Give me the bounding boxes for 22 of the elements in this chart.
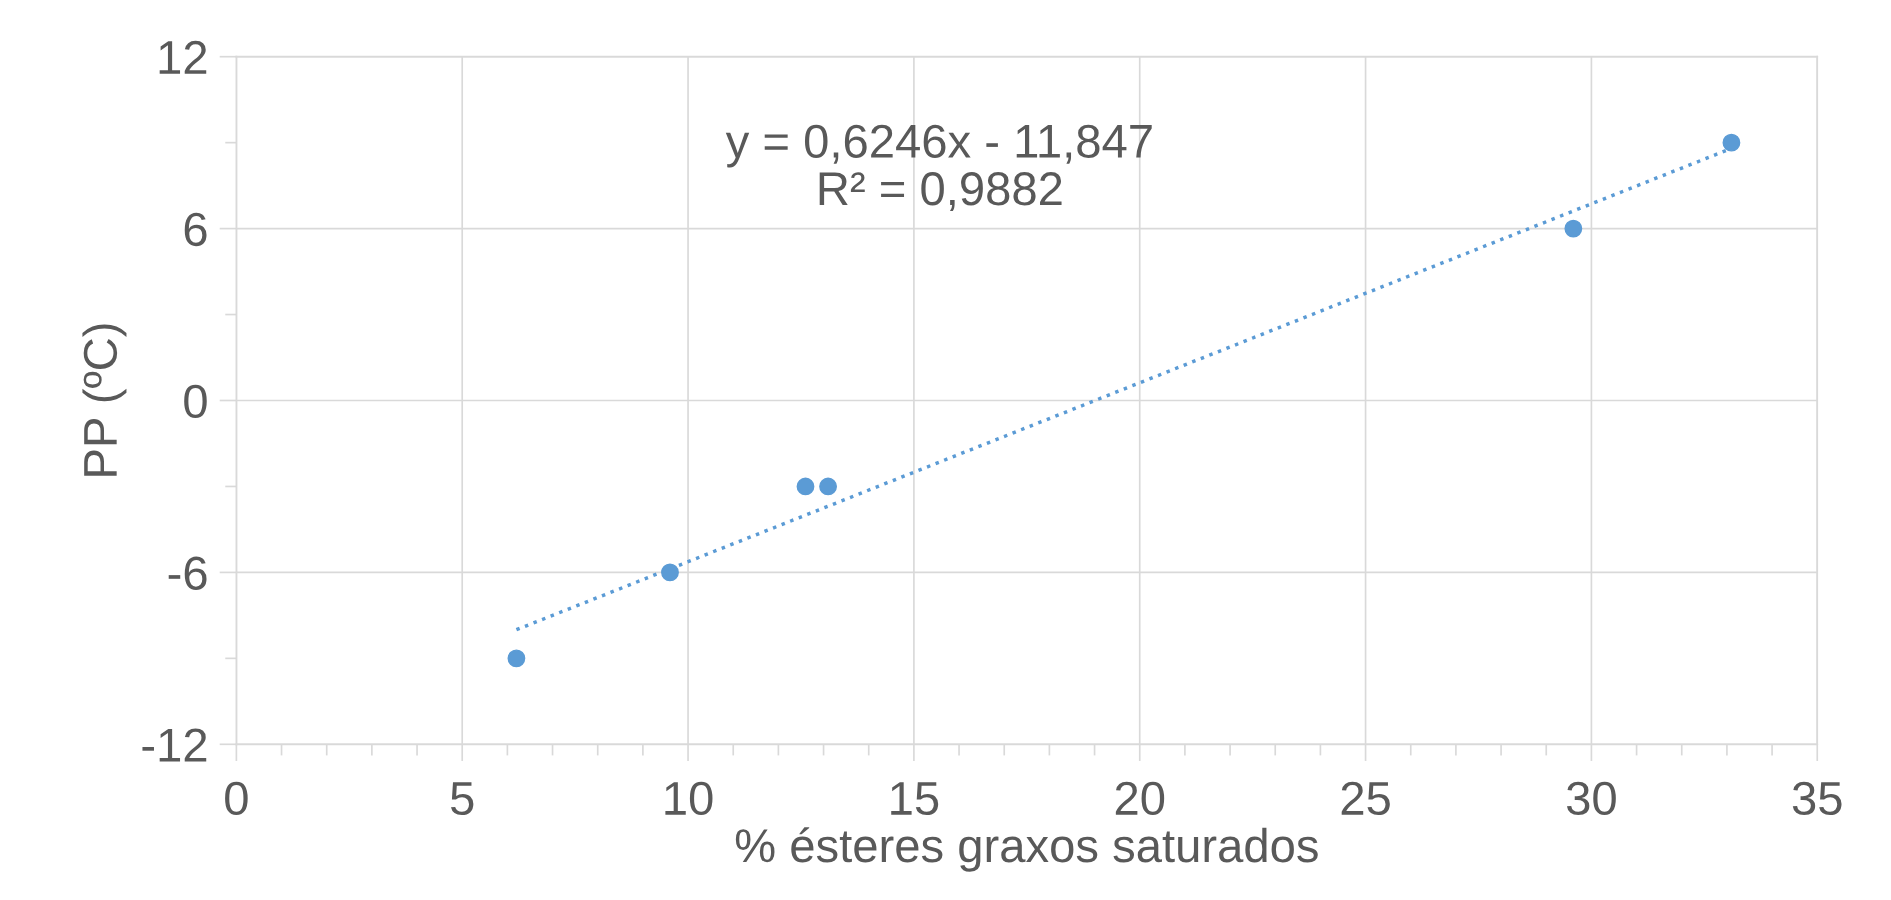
point <box>507 649 526 668</box>
annotation: y = 0,6246x - 11,847 R² = 0,9882 <box>725 124 1152 212</box>
x-tick-label: 10 <box>665 781 713 816</box>
x-tick-label: 0 <box>225 781 248 816</box>
x-tick-label: 20 <box>1115 781 1165 816</box>
x-tick-label: 15 <box>891 782 939 816</box>
y-tick-label: 0 <box>184 384 207 419</box>
y-tick-label: -6 <box>168 556 207 590</box>
y-axis-title: PP (ºC) <box>82 324 127 476</box>
y-tick-label: 6 <box>184 212 207 247</box>
x-tick-label: 35 <box>1792 781 1842 816</box>
y-tick-label: 12 <box>159 40 207 74</box>
y-tick-label: -12 <box>142 728 207 762</box>
point <box>661 563 679 582</box>
point <box>819 477 837 496</box>
x-tick-label: 30 <box>1566 781 1616 816</box>
point <box>1564 219 1583 238</box>
point <box>796 477 815 496</box>
x-tick-label: 25 <box>1341 781 1390 816</box>
x-axis-title: % ésteres graxos saturados <box>735 827 1318 872</box>
point <box>1722 133 1741 152</box>
x-tick-label: 5 <box>450 782 474 816</box>
